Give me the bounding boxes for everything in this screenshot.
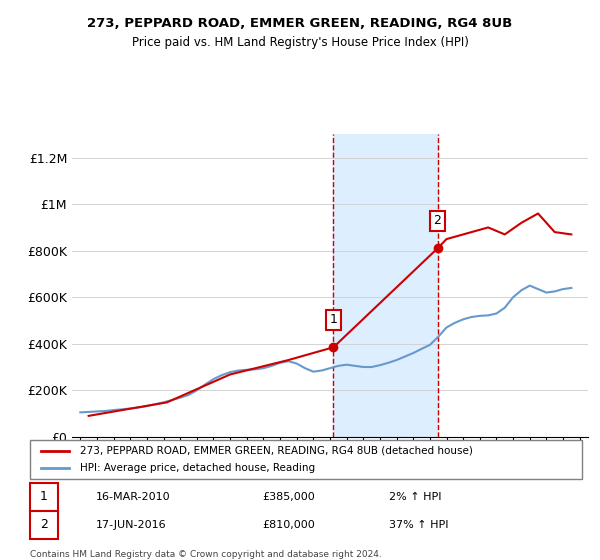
Text: 16-MAR-2010: 16-MAR-2010 xyxy=(96,492,171,502)
Text: £810,000: £810,000 xyxy=(262,520,314,530)
Text: 2% ↑ HPI: 2% ↑ HPI xyxy=(389,492,442,502)
Text: 17-JUN-2016: 17-JUN-2016 xyxy=(96,520,167,530)
FancyBboxPatch shape xyxy=(30,440,582,479)
Bar xyxy=(334,134,437,437)
Text: 2: 2 xyxy=(434,214,442,227)
Text: Price paid vs. HM Land Registry's House Price Index (HPI): Price paid vs. HM Land Registry's House … xyxy=(131,36,469,49)
Text: 1: 1 xyxy=(329,313,337,326)
Text: HPI: Average price, detached house, Reading: HPI: Average price, detached house, Read… xyxy=(80,463,315,473)
FancyBboxPatch shape xyxy=(30,483,58,511)
Text: 1: 1 xyxy=(40,491,48,503)
Text: 2: 2 xyxy=(40,519,48,531)
Text: Contains HM Land Registry data © Crown copyright and database right 2024.
This d: Contains HM Land Registry data © Crown c… xyxy=(30,550,382,560)
FancyBboxPatch shape xyxy=(30,511,58,539)
Text: 273, PEPPARD ROAD, EMMER GREEN, READING, RG4 8UB (detached house): 273, PEPPARD ROAD, EMMER GREEN, READING,… xyxy=(80,446,473,456)
Text: 37% ↑ HPI: 37% ↑ HPI xyxy=(389,520,448,530)
Text: £385,000: £385,000 xyxy=(262,492,314,502)
Text: 273, PEPPARD ROAD, EMMER GREEN, READING, RG4 8UB: 273, PEPPARD ROAD, EMMER GREEN, READING,… xyxy=(88,17,512,30)
